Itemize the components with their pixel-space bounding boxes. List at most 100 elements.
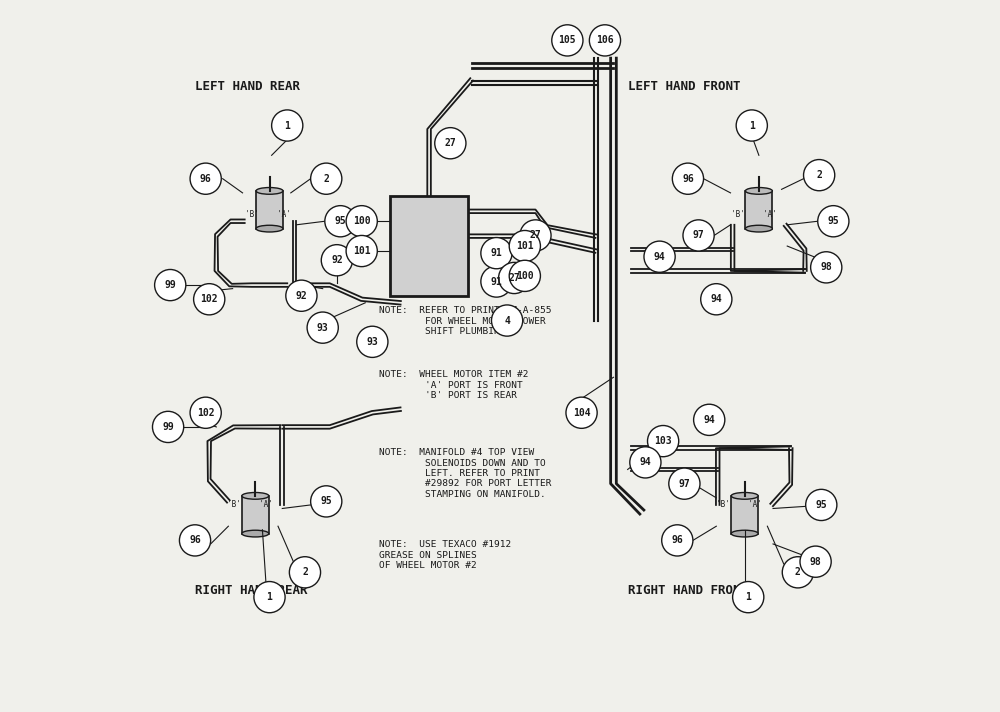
- Text: 2: 2: [816, 170, 822, 180]
- Text: 100: 100: [516, 271, 534, 281]
- Text: 92: 92: [296, 290, 307, 300]
- Circle shape: [736, 110, 767, 141]
- Text: 98: 98: [810, 557, 821, 567]
- Circle shape: [630, 447, 661, 478]
- Text: 'B': 'B': [731, 209, 745, 219]
- Text: 'A': 'A': [748, 501, 762, 510]
- Circle shape: [254, 582, 285, 613]
- Circle shape: [311, 486, 342, 517]
- Text: 4: 4: [504, 315, 510, 325]
- Text: 95: 95: [815, 500, 827, 510]
- Circle shape: [644, 241, 675, 272]
- Text: 95: 95: [827, 216, 839, 226]
- Text: 94: 94: [710, 294, 722, 304]
- Text: NOTE:  WHEEL MOTOR ITEM #2
        'A' PORT IS FRONT
        'B' PORT IS REAR: NOTE: WHEEL MOTOR ITEM #2 'A' PORT IS FR…: [379, 370, 529, 400]
- Circle shape: [509, 231, 540, 262]
- Text: 100: 100: [353, 216, 371, 226]
- Text: 97: 97: [693, 231, 704, 241]
- Circle shape: [672, 163, 704, 194]
- Circle shape: [509, 261, 540, 291]
- Circle shape: [589, 25, 621, 56]
- Circle shape: [286, 280, 317, 311]
- Text: 1: 1: [745, 592, 751, 602]
- Circle shape: [491, 305, 523, 336]
- Circle shape: [357, 326, 388, 357]
- Text: 101: 101: [353, 246, 371, 256]
- Text: 95: 95: [320, 496, 332, 506]
- Circle shape: [818, 206, 849, 237]
- Circle shape: [155, 269, 186, 300]
- Ellipse shape: [242, 530, 269, 537]
- Text: 95: 95: [335, 216, 346, 226]
- Text: 1: 1: [749, 120, 755, 130]
- Text: 106: 106: [596, 36, 614, 46]
- Text: 96: 96: [200, 174, 212, 184]
- Text: 91: 91: [491, 248, 502, 258]
- Bar: [745, 191, 772, 229]
- Text: 96: 96: [671, 535, 683, 545]
- Text: 2: 2: [323, 174, 329, 184]
- Text: LEFT HAND FRONT: LEFT HAND FRONT: [628, 80, 740, 93]
- Text: 94: 94: [654, 252, 665, 262]
- Ellipse shape: [256, 187, 283, 194]
- Text: RIGHT HAND FRONT: RIGHT HAND FRONT: [628, 584, 748, 597]
- Bar: [731, 496, 758, 533]
- Circle shape: [782, 557, 813, 588]
- Text: 99: 99: [162, 422, 174, 432]
- Ellipse shape: [256, 225, 283, 232]
- Text: 2: 2: [302, 567, 308, 577]
- Text: 'B': 'B': [227, 501, 241, 510]
- Circle shape: [346, 206, 377, 237]
- Circle shape: [811, 252, 842, 283]
- Bar: [390, 197, 468, 295]
- Text: 94: 94: [703, 415, 715, 425]
- Circle shape: [179, 525, 211, 556]
- Circle shape: [733, 582, 764, 613]
- Text: 103: 103: [654, 436, 672, 446]
- Circle shape: [346, 236, 377, 266]
- Circle shape: [481, 266, 512, 297]
- Text: 102: 102: [197, 408, 214, 418]
- Text: 98: 98: [820, 262, 832, 273]
- Text: 27: 27: [508, 273, 520, 283]
- Text: 'A': 'A': [763, 209, 776, 219]
- Text: 96: 96: [682, 174, 694, 184]
- Circle shape: [307, 312, 338, 343]
- Text: 2: 2: [795, 567, 801, 577]
- Text: 27: 27: [530, 231, 541, 241]
- Circle shape: [800, 546, 831, 577]
- Text: 104: 104: [573, 408, 590, 418]
- Circle shape: [190, 163, 221, 194]
- Bar: [256, 191, 283, 229]
- Circle shape: [311, 163, 342, 194]
- Ellipse shape: [745, 225, 772, 232]
- Circle shape: [804, 159, 835, 191]
- Circle shape: [806, 489, 837, 520]
- Text: 101: 101: [516, 241, 534, 251]
- Text: 1: 1: [267, 592, 272, 602]
- Text: 1: 1: [284, 120, 290, 130]
- Circle shape: [194, 283, 225, 315]
- Text: 27: 27: [444, 138, 456, 148]
- Text: 92: 92: [331, 256, 343, 266]
- Circle shape: [566, 397, 597, 429]
- Circle shape: [520, 220, 551, 251]
- Circle shape: [435, 127, 466, 159]
- Text: 97: 97: [679, 478, 690, 488]
- Text: NOTE:  REFER TO PRINT #M-A-855
        FOR WHEEL MOTOR POWER
        SHIFT PLUMB: NOTE: REFER TO PRINT #M-A-855 FOR WHEEL …: [379, 306, 552, 336]
- Text: 'B': 'B': [716, 501, 730, 510]
- Circle shape: [683, 220, 714, 251]
- Text: LEFT HAND REAR: LEFT HAND REAR: [195, 80, 300, 93]
- Circle shape: [152, 412, 184, 443]
- Text: 91: 91: [491, 276, 502, 286]
- Text: 93: 93: [366, 337, 378, 347]
- Circle shape: [701, 283, 732, 315]
- Circle shape: [694, 404, 725, 436]
- Ellipse shape: [745, 187, 772, 194]
- Text: 'B': 'B': [245, 209, 259, 219]
- Ellipse shape: [731, 493, 758, 499]
- Text: RIGHT HAND REAR: RIGHT HAND REAR: [195, 584, 308, 597]
- Circle shape: [669, 468, 700, 499]
- Text: 102: 102: [200, 294, 218, 304]
- Text: 'A': 'A': [259, 501, 273, 510]
